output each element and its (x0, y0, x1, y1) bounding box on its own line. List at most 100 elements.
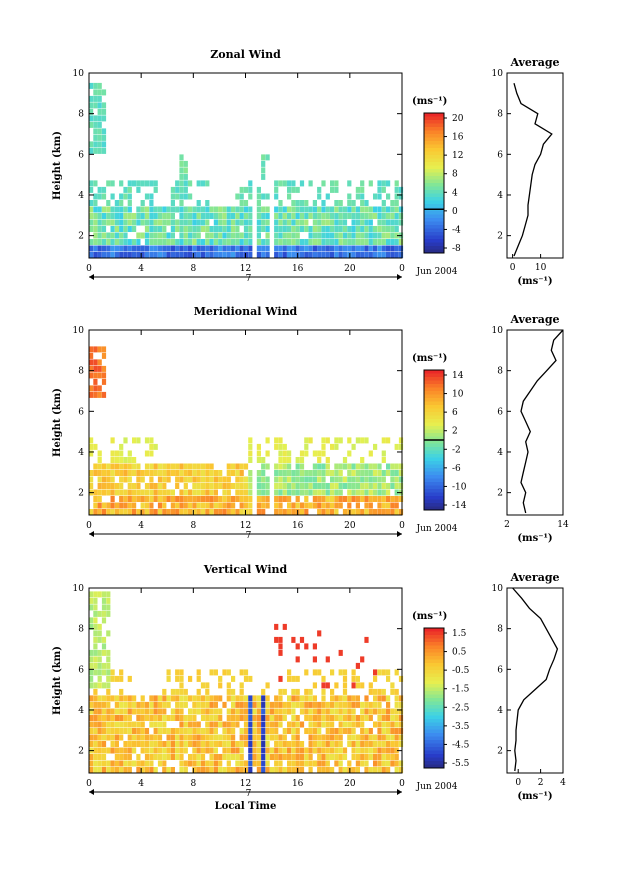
heatmap-cell (325, 206, 330, 213)
heatmap-cell (351, 206, 356, 213)
heatmap-cell (93, 715, 98, 721)
heatmap-cell (321, 180, 326, 187)
heatmap-cell (291, 200, 296, 206)
heatmap-cell (192, 741, 197, 747)
heatmap-cell (364, 219, 369, 226)
heatmap-cell (127, 496, 132, 502)
heatmap-cell (330, 728, 335, 734)
heatmap-cell (317, 721, 322, 728)
heatmap-cell (398, 760, 404, 767)
avg-x-tick-label: 0 (515, 778, 521, 788)
heatmap-cell (132, 470, 137, 476)
heatmap-cell (166, 219, 171, 226)
heatmap-cell (278, 695, 283, 702)
colorbar-units: (ms⁻¹) (412, 353, 447, 364)
heatmap-cell (235, 767, 240, 773)
heatmap-cell (325, 239, 330, 245)
heatmap-cell (390, 200, 395, 206)
heatmap-cell (334, 232, 339, 239)
heatmap-cell (218, 721, 223, 728)
heatmap-cell (342, 245, 348, 252)
heatmap-cell (317, 476, 322, 483)
heatmap-cell (192, 232, 197, 239)
y-tick-label: 6 (78, 150, 84, 160)
heatmap-cell (166, 252, 171, 258)
heatmap-cell (265, 760, 270, 767)
heatmap-cell (347, 450, 352, 457)
heatmap-cell (338, 200, 343, 206)
heatmap-cell (364, 708, 369, 715)
colorbar-tick-label: 0 (452, 207, 458, 217)
heatmap-cell (299, 206, 305, 213)
avg-x-tick-label: 4 (560, 778, 566, 788)
heatmap-cell (325, 682, 330, 689)
heatmap-cell (144, 760, 150, 767)
heatmap-cell (119, 715, 124, 721)
heatmap-cell (192, 734, 197, 741)
heatmap-cell (119, 675, 124, 682)
heatmap-cell (222, 226, 227, 232)
heatmap-cell (222, 489, 227, 496)
heatmap-cell (373, 239, 378, 245)
heatmap-cell (355, 489, 360, 496)
heatmap-cell (256, 470, 261, 476)
heatmap-cell (278, 636, 283, 643)
heatmap-cell (360, 463, 365, 470)
heatmap-cell (119, 483, 124, 489)
heatmap-cell (200, 496, 206, 502)
heatmap-cell (218, 502, 223, 509)
heatmap-cell (330, 734, 335, 741)
heatmap-cell (355, 496, 360, 502)
heatmap-cell (192, 496, 197, 502)
heatmap-cell (89, 470, 94, 476)
heatmap-cell (373, 747, 378, 754)
heatmap-cell (136, 734, 141, 741)
heatmap-cell (351, 708, 356, 715)
heatmap-cell (265, 496, 270, 502)
heatmap-cell (381, 728, 386, 734)
heatmap-cell (351, 695, 356, 702)
heatmap-cell (89, 213, 94, 219)
heatmap-cell (360, 437, 365, 444)
heatmap-cell (188, 728, 193, 734)
heatmap-cell (209, 715, 214, 721)
heatmap-cell (243, 715, 249, 721)
heatmap-cell (188, 496, 193, 502)
heatmap-cell (97, 102, 102, 109)
heatmap-cell (381, 747, 386, 754)
heatmap-cell (231, 767, 236, 773)
colorbar-segment (424, 461, 444, 465)
heatmap-cell (114, 728, 119, 734)
colorbar-segment (424, 169, 444, 173)
heatmap-cell (200, 741, 206, 747)
heatmap-cell (93, 391, 98, 398)
heatmap-cell (157, 476, 163, 483)
heatmap-cell (93, 385, 98, 392)
heatmap-cell (321, 239, 326, 245)
heatmap-cell (321, 443, 326, 450)
heatmap-cell (269, 747, 274, 754)
colorbar-tick-label: -0.5 (452, 666, 470, 676)
heatmap-cell (265, 239, 270, 245)
heatmap-cell (114, 232, 119, 239)
heatmap-cell (386, 728, 391, 734)
heatmap-cell (196, 245, 201, 252)
heatmap-cell (209, 708, 214, 715)
heatmap-cell (261, 167, 266, 174)
heatmap-cell (140, 728, 145, 734)
heatmap-cell (390, 496, 395, 502)
heatmap-cell (308, 232, 313, 239)
heatmap-cell (89, 108, 94, 115)
heatmap-cell (291, 675, 296, 682)
heatmap-cell (390, 688, 395, 695)
heatmap-cell (226, 695, 231, 702)
y-tick-label: 8 (78, 110, 84, 120)
heatmap-cell (97, 89, 102, 96)
heatmap-cell (101, 669, 107, 676)
heatmap-cell (127, 193, 132, 200)
heatmap-cell (304, 239, 309, 245)
heatmap-cell (192, 721, 197, 728)
heatmap-cell (200, 708, 206, 715)
heatmap-cell (218, 239, 223, 245)
heatmap-cell (278, 509, 283, 515)
